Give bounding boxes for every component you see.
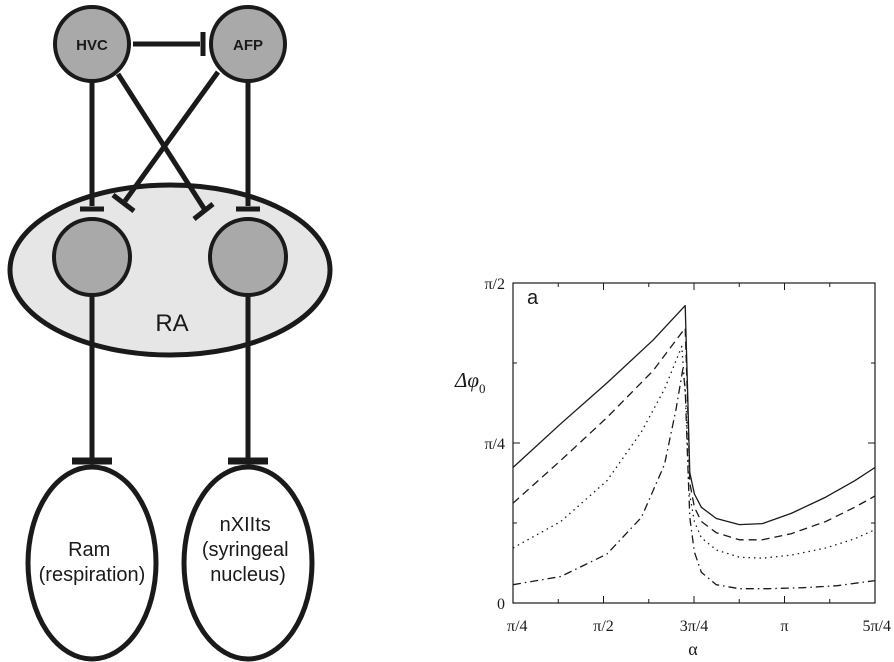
y-tick-label-0: 0 xyxy=(497,596,505,613)
nxii-label-line1: nXIIts xyxy=(220,514,271,536)
afp-ra-left-terminal xyxy=(111,193,136,213)
x-tick-label-4: 5π/4 xyxy=(862,618,891,635)
nxii-nucleus xyxy=(181,464,315,662)
x-tick-label-2: 3π/4 xyxy=(680,618,709,635)
ram-label-line1: Ram xyxy=(68,539,110,561)
hvc-node xyxy=(53,5,131,83)
series-line-dotted xyxy=(512,345,876,559)
y-axis: 0 π/4 π/2 xyxy=(484,276,875,613)
ra-right-neuron xyxy=(208,217,288,297)
series-line-solid xyxy=(512,304,876,526)
y-axis-label-subscript: 0 xyxy=(479,381,486,396)
hvc-ra-right-connection xyxy=(115,72,208,212)
y-axis-label-main: Δφ xyxy=(454,368,479,392)
hvc-label: HVC xyxy=(76,37,108,54)
afp-label: AFP xyxy=(233,37,263,54)
ram-label: Ram (respiration) xyxy=(39,539,146,586)
y-tick-label-1: π/4 xyxy=(484,436,505,453)
circuit-labels: HVC AFP RA Ram (respiration) nXIIts (syr… xyxy=(39,37,294,586)
afp-ra-left-connection xyxy=(122,70,221,203)
ra-label: RA xyxy=(155,310,188,337)
afp-node xyxy=(209,5,287,83)
series-line-dashdot xyxy=(512,368,876,590)
panel-label: a xyxy=(527,287,539,309)
nxii-label-line3: nucleus) xyxy=(210,564,286,586)
series-line-dashed xyxy=(512,327,876,541)
x-axis: π/4 π/2 3π/4 π 5π/4 xyxy=(507,283,891,635)
nxii-label: nXIIts (syringeal nucleus) xyxy=(202,514,294,586)
ra-left-neuron xyxy=(52,217,132,297)
x-axis-label: α xyxy=(688,639,698,659)
series-layer xyxy=(512,304,876,590)
plot-frame xyxy=(512,282,876,604)
hvc-ra-right-terminal xyxy=(192,202,215,221)
x-tick-label-0: π/4 xyxy=(507,618,528,635)
phase-difference-chart: π/4 π/2 3π/4 π 5π/4 0π/4π/2 a α Δφ0 xyxy=(454,276,891,659)
ram-label-line2: (respiration) xyxy=(39,564,146,586)
y-axis-label: Δφ0 xyxy=(454,368,485,396)
circuit-diagram xyxy=(7,5,333,662)
ram-nucleus xyxy=(25,464,159,662)
x-tick-label-1: π/2 xyxy=(593,618,614,635)
x-tick-label-3: π xyxy=(780,618,788,635)
y-tick-label-2: π/2 xyxy=(484,276,505,293)
nxii-label-line2: (syringeal xyxy=(202,539,289,561)
